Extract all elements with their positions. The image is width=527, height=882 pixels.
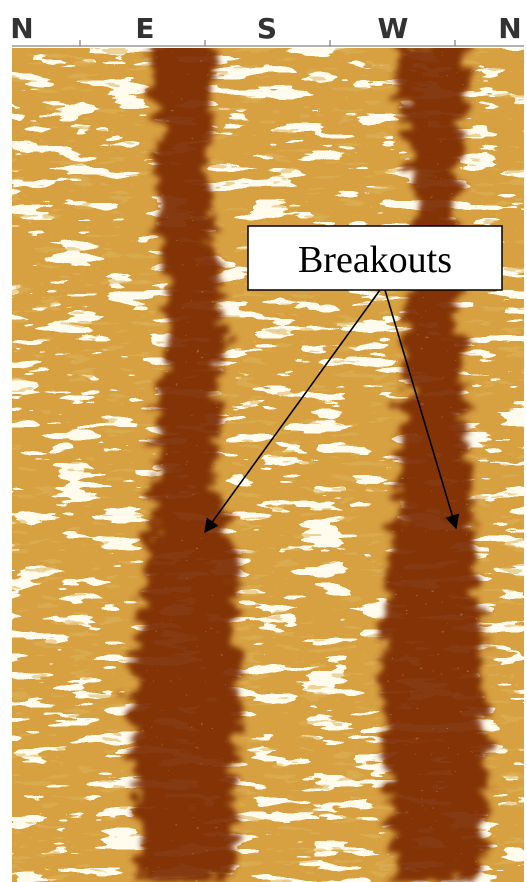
borehole-image-figure: N E S W N Breakouts	[0, 0, 527, 882]
image-log	[12, 40, 524, 882]
compass-label: N	[498, 12, 521, 45]
compass-label: W	[378, 12, 409, 45]
compass-label: E	[135, 12, 154, 45]
top-axis: N E S W N	[10, 12, 524, 46]
annotation-text: Breakouts	[298, 239, 452, 281]
compass-label: N	[10, 12, 33, 45]
compass-label: S	[257, 12, 277, 45]
